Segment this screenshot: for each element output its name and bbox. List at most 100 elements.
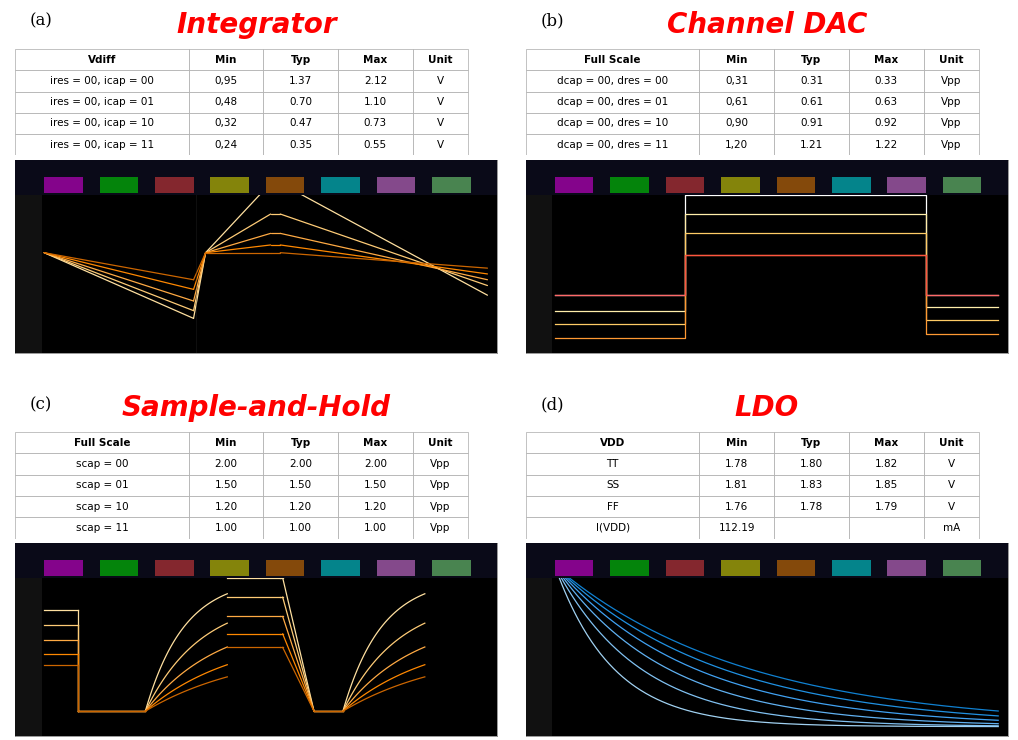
Bar xyxy=(611,560,648,576)
Text: FF: FF xyxy=(607,502,619,511)
Text: 1.78: 1.78 xyxy=(725,459,748,469)
Text: V: V xyxy=(948,459,955,469)
Bar xyxy=(377,560,415,576)
Bar xyxy=(15,160,497,195)
Bar xyxy=(923,49,979,70)
Text: dcap = 00, dres = 00: dcap = 00, dres = 00 xyxy=(557,75,668,86)
Text: (d): (d) xyxy=(541,396,564,413)
Text: Vpp: Vpp xyxy=(941,140,961,149)
Text: Max: Max xyxy=(363,437,388,448)
Text: 2.00: 2.00 xyxy=(363,459,387,469)
Bar xyxy=(699,92,774,112)
Text: Vpp: Vpp xyxy=(431,459,451,469)
Bar xyxy=(264,496,338,517)
Text: 0.33: 0.33 xyxy=(874,75,898,86)
Bar xyxy=(526,517,699,539)
Bar xyxy=(412,517,468,539)
Bar xyxy=(15,517,188,539)
Bar xyxy=(774,432,849,454)
Bar xyxy=(526,454,699,474)
Bar xyxy=(412,454,468,474)
Bar xyxy=(721,177,759,193)
Text: scap = 00: scap = 00 xyxy=(75,459,128,469)
Bar xyxy=(526,543,1008,578)
Text: 1.50: 1.50 xyxy=(289,480,313,491)
Text: 1.50: 1.50 xyxy=(215,480,237,491)
Text: TT: TT xyxy=(607,459,619,469)
Text: Unit: Unit xyxy=(429,437,453,448)
Text: 0,95: 0,95 xyxy=(215,75,237,86)
Bar xyxy=(100,560,138,576)
Text: 1.79: 1.79 xyxy=(874,502,898,511)
Bar xyxy=(774,496,849,517)
Text: 1.20: 1.20 xyxy=(289,502,313,511)
Bar xyxy=(849,517,923,539)
Text: 0.92: 0.92 xyxy=(874,118,898,129)
Bar xyxy=(188,432,264,454)
Text: 1.78: 1.78 xyxy=(800,502,824,511)
Bar xyxy=(264,92,338,112)
Text: 1.00: 1.00 xyxy=(215,523,237,533)
Text: Integrator: Integrator xyxy=(176,11,336,39)
Text: scap = 10: scap = 10 xyxy=(75,502,128,511)
Text: 0.35: 0.35 xyxy=(289,140,313,149)
Bar xyxy=(699,496,774,517)
Text: 0,31: 0,31 xyxy=(725,75,748,86)
Text: SS: SS xyxy=(606,480,619,491)
Bar xyxy=(15,49,188,70)
Bar xyxy=(943,560,981,576)
Bar xyxy=(923,474,979,496)
Bar xyxy=(832,560,870,576)
Bar xyxy=(849,432,923,454)
Text: 0.31: 0.31 xyxy=(800,75,823,86)
Text: V: V xyxy=(437,140,444,149)
Bar xyxy=(322,560,359,576)
Bar xyxy=(188,112,264,134)
Bar xyxy=(15,543,497,578)
Bar xyxy=(849,112,923,134)
Bar xyxy=(774,49,849,70)
Bar xyxy=(264,454,338,474)
Text: 1.80: 1.80 xyxy=(800,459,823,469)
Bar xyxy=(774,517,849,539)
Text: 112.19: 112.19 xyxy=(719,523,755,533)
Bar xyxy=(943,177,981,193)
Bar xyxy=(338,496,412,517)
Bar xyxy=(699,49,774,70)
Text: Typ: Typ xyxy=(801,55,822,64)
Text: VDD: VDD xyxy=(600,437,625,448)
Bar xyxy=(188,454,264,474)
Bar xyxy=(264,49,338,70)
Bar xyxy=(338,517,412,539)
Bar xyxy=(15,92,188,112)
Text: 1.81: 1.81 xyxy=(725,480,748,491)
Bar xyxy=(15,112,188,134)
Bar xyxy=(699,134,774,155)
Bar xyxy=(338,432,412,454)
Bar xyxy=(777,177,815,193)
Text: ires = 00, icap = 00: ires = 00, icap = 00 xyxy=(50,75,154,86)
Bar xyxy=(526,474,699,496)
Text: Max: Max xyxy=(874,55,898,64)
Bar xyxy=(774,92,849,112)
Text: V: V xyxy=(437,118,444,129)
Bar xyxy=(338,454,412,474)
Text: (b): (b) xyxy=(541,13,564,30)
Bar xyxy=(188,474,264,496)
Bar xyxy=(15,70,188,92)
Text: 1.00: 1.00 xyxy=(363,523,387,533)
Text: mA: mA xyxy=(943,523,960,533)
Bar xyxy=(338,49,412,70)
Bar xyxy=(377,177,415,193)
Bar xyxy=(338,112,412,134)
Text: 0.91: 0.91 xyxy=(800,118,823,129)
Bar xyxy=(923,134,979,155)
Text: Typ: Typ xyxy=(290,437,310,448)
Text: ires = 00, icap = 11: ires = 00, icap = 11 xyxy=(50,140,154,149)
Bar xyxy=(15,134,188,155)
Text: 2.00: 2.00 xyxy=(215,459,237,469)
Text: Vpp: Vpp xyxy=(431,502,451,511)
Bar xyxy=(774,70,849,92)
Text: 1.85: 1.85 xyxy=(874,480,898,491)
Bar xyxy=(266,177,304,193)
